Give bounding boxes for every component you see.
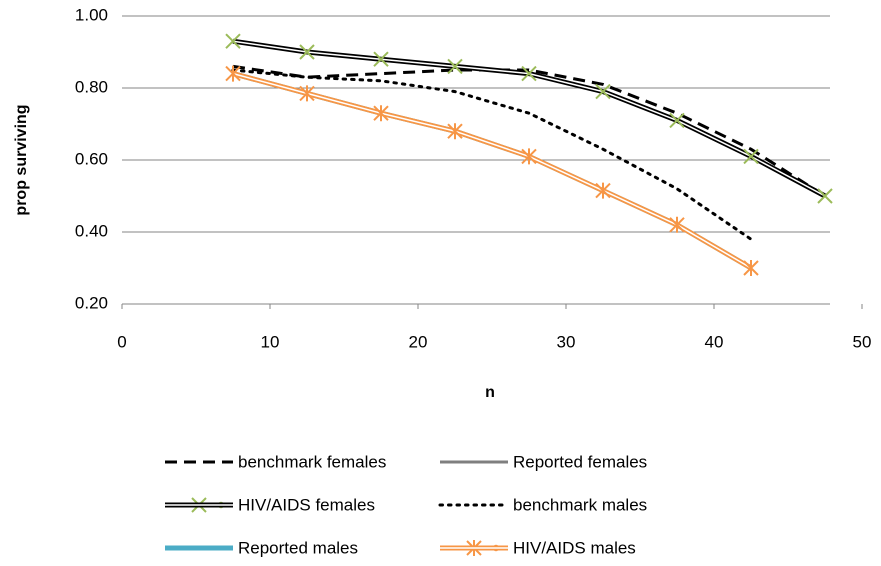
line-outline: [232, 38, 827, 199]
marker: [595, 182, 611, 199]
line: [232, 72, 752, 269]
x-tick-label: 10: [261, 332, 280, 351]
legend-label: HIV/AIDS males: [513, 538, 636, 557]
line-outline: [232, 71, 753, 271]
x-tick-label: 40: [705, 332, 724, 351]
marker: [373, 105, 389, 122]
marker: [521, 65, 537, 82]
legend-item: Reported females: [513, 452, 647, 471]
x-tick-label: 30: [557, 332, 576, 351]
x-axis-title: n: [485, 384, 495, 401]
legend-label: HIV/AIDS females: [238, 495, 375, 514]
y-axis-title: prop surviving: [13, 104, 30, 215]
marker: [595, 83, 611, 100]
x-tick-label: 50: [853, 332, 872, 351]
marker: [521, 148, 537, 165]
marker: [447, 123, 463, 140]
y-tick-label: 0.60: [75, 149, 108, 168]
legend-item: benchmark females: [238, 452, 386, 471]
y-tick-label: 0.40: [75, 221, 108, 240]
marker: [669, 216, 685, 233]
x-tick-label: 0: [117, 332, 126, 351]
line: [232, 40, 826, 197]
marker: [743, 260, 759, 276]
marker: [669, 112, 685, 129]
marker: [299, 44, 315, 60]
y-tick-label: 1.00: [75, 5, 108, 24]
marker: [743, 148, 759, 165]
marker: [373, 51, 389, 67]
y-tick-label: 0.80: [75, 77, 108, 96]
x-tick-label: 20: [409, 332, 428, 351]
marker: [817, 188, 833, 204]
y-tick-label: 0.20: [75, 293, 108, 312]
marker: [299, 85, 315, 102]
legend-item: Reported males: [238, 538, 358, 557]
marker: [225, 33, 241, 49]
legend-label: benchmark females: [238, 452, 386, 471]
line: [232, 71, 753, 271]
marker: [447, 58, 463, 75]
legend-label: Reported males: [238, 538, 358, 557]
legend-label: Reported females: [513, 452, 647, 471]
marker: [225, 65, 241, 82]
line: [232, 39, 826, 198]
line: [231, 68, 753, 241]
line: [232, 64, 826, 198]
legend-item: benchmark males: [513, 495, 647, 514]
legend-label: benchmark males: [513, 495, 647, 514]
